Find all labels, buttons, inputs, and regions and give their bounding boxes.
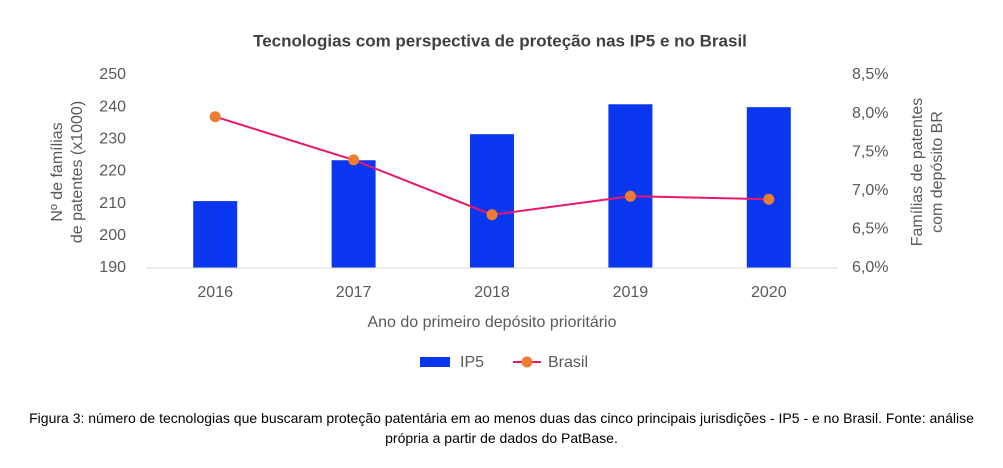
y-tick-label: 230 [99,131,126,148]
y-axis-label: Nº de famílias [49,122,66,221]
x-tick-label: 2017 [336,284,372,301]
legend-label: IP5 [460,354,484,371]
y-tick-label: 250 [99,66,126,83]
x-axis-label: Ano do primeiro depósito prioritário [367,314,616,331]
x-tick-label: 2016 [197,284,233,301]
y2-tick-label: 8,5% [852,66,888,83]
caption: Figura 3: número de tecnologias que busc… [29,410,974,446]
bar [470,134,514,268]
y-axis-label: de patentes (x1000) [69,101,86,243]
chart-title: Tecnologias com perspectiva de proteção … [253,31,747,50]
y2-axis-label: Famílias de patentes [909,98,926,247]
y-tick-label: 240 [99,98,126,115]
x-tick-label: 2019 [613,284,649,301]
y2-tick-label: 6,0% [852,259,888,276]
marker [486,209,498,221]
bar [193,201,238,268]
legend-label: Brasil [548,354,588,371]
marker [763,193,775,205]
x-tick-label: 2020 [751,284,787,301]
y2-tick-label: 7,0% [852,182,888,199]
bar [746,107,791,269]
y-tick-label: 200 [99,227,126,244]
marker [624,190,636,202]
x-tick-label: 2018 [474,284,510,301]
legend-swatch [521,356,533,368]
y2-axis-label: com depósito BR [929,111,946,233]
bar [331,160,376,268]
y2-tick-label: 6,5% [852,221,888,238]
bar [608,104,653,268]
y-tick-label: 190 [99,259,126,276]
marker [348,154,360,166]
y2-tick-label: 7,5% [852,143,888,160]
y-tick-label: 220 [99,163,126,180]
chart: Tecnologias com perspectiva de proteção … [49,31,946,371]
marker [209,111,221,123]
legend-swatch [420,357,450,367]
y-tick-label: 210 [99,195,126,212]
y2-tick-label: 8,0% [852,105,888,122]
